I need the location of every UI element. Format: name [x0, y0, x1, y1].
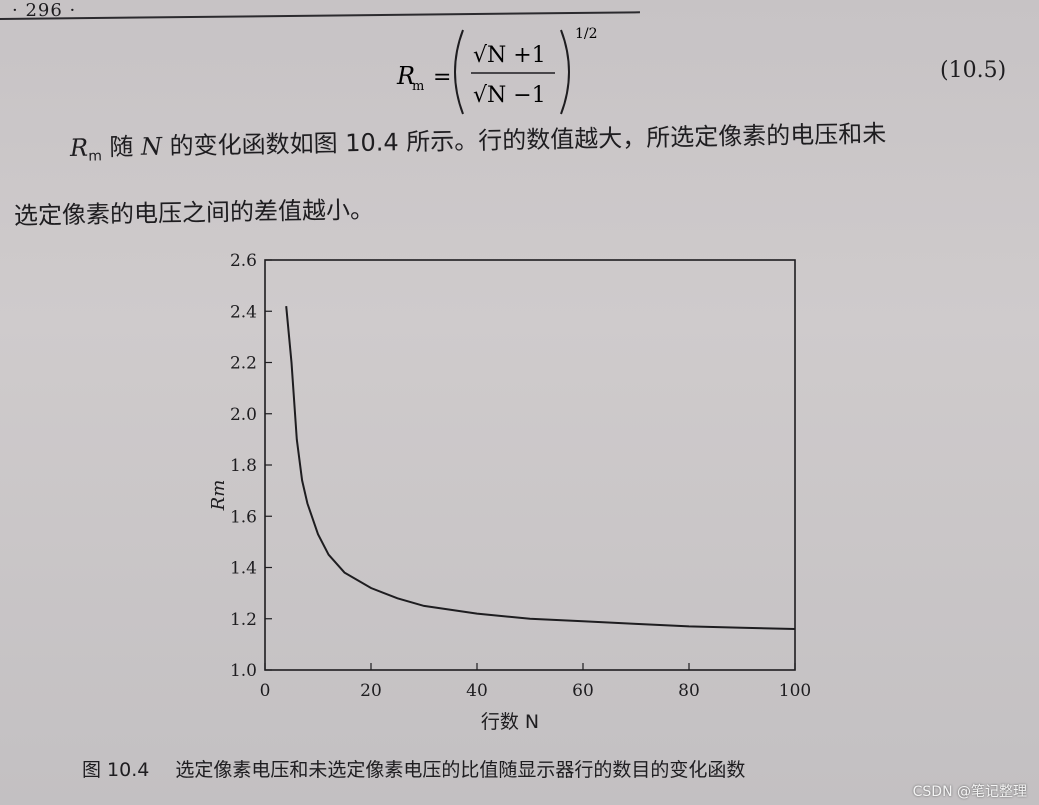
y-tick-label: 1.8	[230, 456, 257, 476]
equation-lhs: R	[396, 62, 415, 90]
rm-curve	[285, 306, 796, 630]
x-tick-label: 40	[466, 681, 488, 701]
x-tick-label: 60	[572, 681, 594, 701]
equation-10-5: R m = √N +1 √N −1 1/2	[396, 26, 598, 115]
equation-exponent: 1/2	[575, 26, 598, 42]
equation-numerator: √N +1	[473, 43, 546, 68]
x-tick-label: 100	[779, 681, 810, 701]
paragraph-line-2: 选定像素的电压之间的差值越小。	[13, 195, 375, 230]
right-paren	[560, 29, 570, 115]
symbol-r-sub: m	[88, 148, 103, 165]
x-axis-label: 行数 N	[481, 711, 539, 733]
equation-denominator: √N −1	[473, 83, 546, 108]
y-tick-label: 1.0	[230, 661, 257, 681]
y-tick-label: 2.6	[230, 251, 257, 271]
y-axis-label: Rm	[210, 480, 229, 512]
equation-number: (10.5)	[940, 58, 1007, 83]
y-tick-label: 1.6	[230, 507, 257, 527]
y-tick-label: 1.4	[230, 559, 257, 579]
watermark: CSDN @笔记整理	[912, 784, 1027, 800]
caption-number: 图 10.4	[82, 759, 150, 781]
rm-vs-n-chart: 0 20 40 60 80 100 1.0 1.2 1.4 1.6 1.8 2.0 2.2 2.4 2.6 行…	[208, 251, 811, 733]
y-tick-label: 1.2	[230, 610, 257, 630]
paragraph-line-1: Rm 随 N 的变化函数如图 10.4 所示。行的数值越大，所选定像素的电压和未	[70, 114, 887, 165]
figure-caption: 图 10.4 选定像素电压和未选定像素电压的比值随显示器行的数目的变化函数	[82, 755, 745, 782]
plot-frame	[264, 259, 796, 671]
x-tick-label: 20	[360, 681, 382, 701]
text-fragment: 的变化函数如图 10.4 所示。行的数值越大，所选定像素的电压和未	[161, 119, 887, 161]
left-paren	[454, 29, 464, 115]
y-tick-label: 2.4	[230, 302, 257, 322]
x-tick-label: 80	[678, 681, 700, 701]
page-number: · 296 ·	[12, 0, 77, 21]
x-tick-label: 0	[260, 681, 271, 701]
symbol-r: R	[69, 133, 89, 162]
y-tick-label: 2.0	[230, 405, 257, 425]
caption-text: 选定像素电压和未选定像素电压的比值随显示器行的数目的变化函数	[175, 759, 746, 781]
figure-10-4: 0 20 40 60 80 100 1.0 1.2 1.4 1.6 1.8 2.0 2.2 2.4 2.6 行…	[208, 250, 811, 740]
equation-lhs-sub: m	[412, 79, 424, 94]
header-rule	[0, 11, 640, 20]
text-fragment: 随	[101, 132, 142, 162]
equals-sign: =	[433, 65, 451, 90]
y-tick-label: 2.2	[230, 354, 257, 374]
symbol-n: N	[140, 132, 163, 161]
